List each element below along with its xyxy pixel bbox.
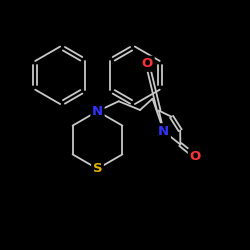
Text: S: S [93,162,102,175]
Text: N: N [92,105,103,118]
Text: N: N [158,125,169,138]
Text: O: O [142,57,153,70]
Text: O: O [190,150,200,163]
